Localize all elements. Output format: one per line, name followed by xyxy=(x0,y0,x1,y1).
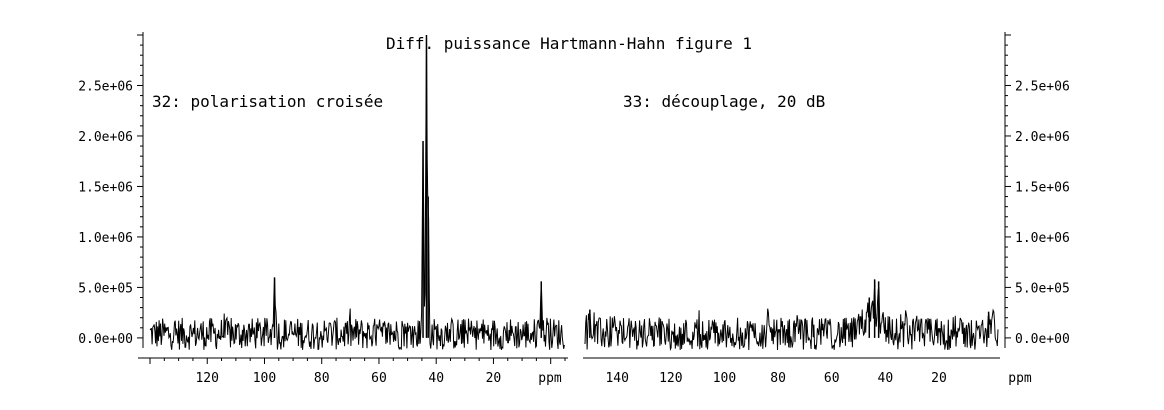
x-tick-label: 20 xyxy=(486,371,502,386)
panel-polarisation-croisee: 32: polarisation croisée 0.0e+00 5.0e+05 1… xyxy=(78,32,568,386)
panel-label-left: 32: polarisation croisée xyxy=(152,92,383,111)
panel-decouplage: 33: découplage, 20 dB 0.0e+00 5.0e+05 1.0e… xyxy=(583,32,1070,386)
x-tick-label: 20 xyxy=(931,371,947,386)
y-tick-label: 0.0e+00 xyxy=(78,332,133,347)
spectrum-trace xyxy=(584,281,999,352)
y-tick-label: 5.0e+05 xyxy=(78,281,133,296)
x-tick-label: 80 xyxy=(314,371,330,386)
x-tick-label: 100 xyxy=(713,371,736,386)
x-tick-label: 60 xyxy=(371,371,387,386)
y-tick-label: 2.0e+06 xyxy=(1015,130,1070,145)
panel-label-right: 33: découplage, 20 dB xyxy=(623,92,825,111)
y-tick-label: 1.0e+06 xyxy=(1015,231,1070,246)
x-tick-label: 140 xyxy=(605,371,628,386)
x-tick-label: 80 xyxy=(770,371,786,386)
x-tick-label: 40 xyxy=(878,371,894,386)
x-axis-label: ppm xyxy=(1008,371,1032,386)
x-tick-label: 120 xyxy=(195,371,218,386)
x-tick-label: 60 xyxy=(824,371,840,386)
y-tick-label: 0.0e+00 xyxy=(1015,332,1070,347)
spectrum-trace xyxy=(149,35,565,351)
y-tick-label: 1.0e+06 xyxy=(78,231,133,246)
x-tick-label: 100 xyxy=(253,371,276,386)
y-tick-label: 1.5e+06 xyxy=(1015,180,1070,195)
x-tick-label: 120 xyxy=(659,371,682,386)
x-axis-label: ppm xyxy=(538,371,562,386)
y-tick-label: 2.5e+06 xyxy=(78,79,133,94)
y-tick-label: 2.5e+06 xyxy=(1015,79,1070,94)
chart-title: Diff. puissance Hartmann-Hahn figure 1 xyxy=(386,34,752,53)
y-tick-label: 1.5e+06 xyxy=(78,180,133,195)
y-tick-label: 5.0e+05 xyxy=(1015,281,1070,296)
x-tick-label: 40 xyxy=(428,371,444,386)
y-tick-label: 2.0e+06 xyxy=(78,130,133,145)
